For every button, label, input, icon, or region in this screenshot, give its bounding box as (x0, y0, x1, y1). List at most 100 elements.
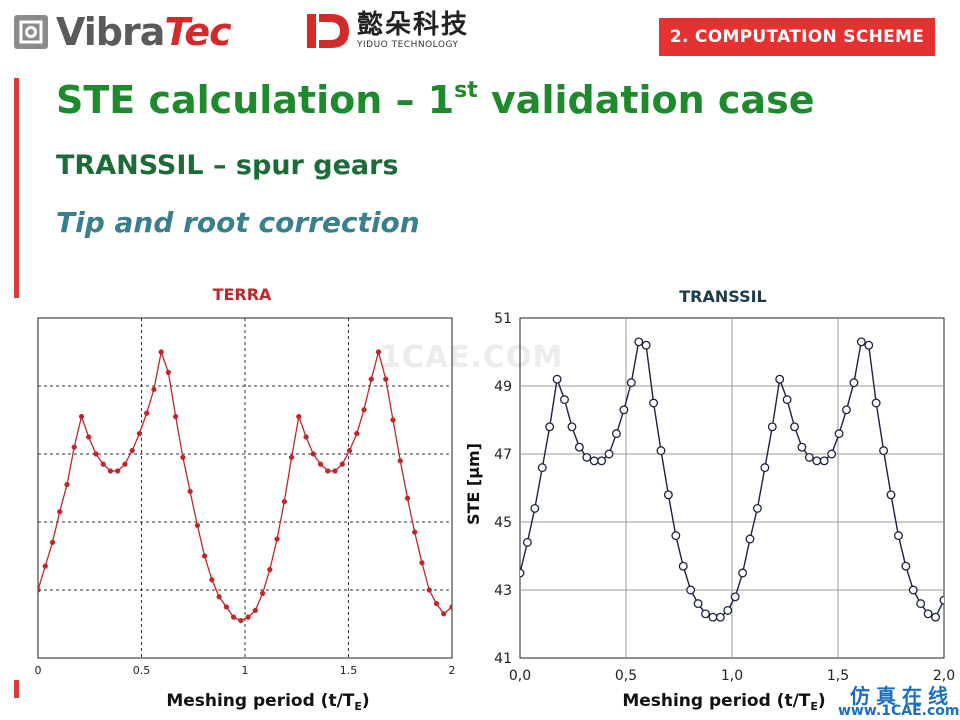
transsil-data-point (641, 340, 651, 350)
terra-data-point (194, 522, 201, 529)
terra-x-axis-label: Meshing period (t/TE) (166, 691, 369, 713)
transsil-y-ticks: 41 43 45 47 49 51 (494, 311, 512, 667)
transsil-grid (520, 318, 944, 658)
terra-data-point (368, 376, 374, 382)
terra-series-line (38, 349, 452, 622)
terra-data-point (49, 539, 56, 546)
transsil-data-point (649, 398, 659, 408)
transsil-data-point (819, 456, 829, 466)
transsil-y-tick-label: 49 (494, 379, 512, 395)
transsil-x-tick-label: 2,0 (933, 668, 955, 684)
yiduo-logo-mark-icon (307, 14, 349, 48)
terra-data-point (144, 410, 150, 416)
terra-x-tick-label: 0.5 (133, 664, 151, 677)
terra-chart-title: TERRA (213, 285, 272, 304)
transsil-data-point (693, 599, 703, 609)
terra-data-point (317, 461, 324, 467)
transsil-data-point (730, 592, 740, 602)
transsil-x-ticks: 0,0 0,5 1,0 1,5 2,0 (509, 668, 955, 684)
terra-data-point (57, 509, 63, 515)
terra-x-tick-label: 0 (35, 664, 42, 677)
transsil-data-point (686, 585, 696, 595)
transsil-data-point (871, 398, 881, 408)
slide-subtitle-2: Tip and root correction (56, 206, 420, 239)
terra-data-point (93, 451, 99, 457)
terra-data-point (325, 468, 331, 474)
transsil-data-point (701, 609, 710, 619)
terra-data-point (354, 430, 360, 437)
transsil-data-point (879, 446, 889, 456)
transsil-x-tick-label: 1,0 (721, 668, 743, 684)
transsil-data-point (923, 609, 933, 619)
terra-data-point (397, 458, 403, 464)
terra-data-point (158, 349, 164, 355)
transsil-data-point (634, 337, 644, 347)
transsil-data-point (604, 449, 614, 459)
transsil-data-point (678, 561, 688, 571)
terra-data-point (426, 587, 432, 593)
terra-data-point (165, 369, 172, 376)
terra-data-point (449, 604, 452, 610)
watermark-center: 1CAE.COM (380, 340, 564, 375)
transsil-data-point (545, 422, 555, 432)
transsil-y-tick-label: 43 (494, 583, 512, 599)
slide-subtitle: TRANSSIL – spur gears (56, 150, 399, 181)
transsil-data-point (723, 605, 733, 615)
transsil-data-point (797, 442, 807, 452)
transsil-data-point (849, 378, 859, 388)
terra-data-point (230, 614, 237, 620)
terra-data-point (223, 604, 230, 610)
terra-data-point (201, 553, 208, 559)
transsil-data-point (790, 422, 799, 432)
transsil-y-tick-label: 51 (494, 311, 512, 327)
transsil-data-point (752, 503, 762, 513)
transsil-data-point (574, 442, 584, 452)
transsil-data-point (589, 456, 599, 466)
terra-x-tick-label: 1 (242, 664, 249, 677)
terra-data-point (375, 349, 382, 355)
transsil-data-point (530, 503, 540, 513)
terra-data-point (71, 444, 77, 450)
transsil-data-point (893, 531, 903, 541)
transsil-x-tick-label: 1,5 (827, 668, 849, 684)
yiduo-logo-en: YIDUO TECHNOLOGY (357, 39, 459, 50)
transsil-data-point (619, 405, 629, 415)
transsil-data-point (908, 585, 918, 595)
transsil-data-point (520, 568, 525, 578)
terra-data-point (216, 594, 222, 600)
transsil-data-point (916, 599, 926, 609)
transsil-data-point (775, 374, 785, 384)
terra-data-point (419, 560, 425, 566)
terra-data-point (180, 454, 186, 461)
terra-data-point (209, 577, 215, 583)
transsil-data-point (738, 568, 748, 578)
terra-data-point (100, 461, 106, 467)
transsil-data-point (931, 612, 940, 622)
terra-data-point (281, 498, 287, 505)
terra-data-point (42, 563, 48, 569)
transsil-data-point (901, 561, 911, 571)
watermark-url: www.1CAE.com (838, 703, 960, 719)
transsil-x-tick-label: 0,0 (509, 668, 531, 684)
terra-data-point (38, 587, 41, 593)
terra-data-point (310, 451, 316, 457)
slide-title: STE calculation – 1st validation case (56, 78, 815, 122)
terra-data-point (173, 413, 179, 420)
accent-bar-bottom (14, 680, 19, 698)
transsil-chart-title: TRANSSIL (679, 287, 766, 306)
transsil-data-point (708, 612, 718, 622)
terra-data-point (86, 434, 92, 440)
terra-data-point (288, 454, 295, 461)
transsil-chart: TRANSSIL 0,0 0,5 1,0 1,5 2,0 41 43 45 47 49 51 ST… (464, 287, 955, 713)
terra-data-point (78, 413, 85, 420)
terra-x-ticks: 0 0.5 1 1.5 2 (35, 664, 456, 677)
transsil-data-point (745, 534, 755, 544)
watermark-cn: 仿真在线 (850, 684, 954, 708)
terra-data-point (245, 614, 251, 620)
terra-data-point (296, 413, 302, 420)
transsil-data-point (560, 395, 569, 405)
transsil-data-point (567, 422, 577, 432)
terra-data-point (136, 430, 143, 437)
section-badge: 2. COMPUTATION SCHEME (659, 18, 935, 56)
